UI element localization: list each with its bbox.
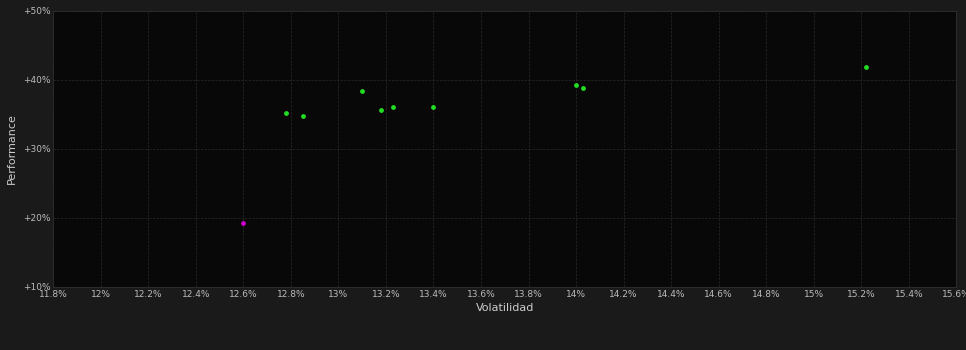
X-axis label: Volatilidad: Volatilidad [475, 303, 534, 313]
Point [385, 105, 401, 110]
Point [426, 105, 441, 110]
Point [236, 220, 251, 225]
Y-axis label: Performance: Performance [7, 113, 17, 184]
Point [568, 82, 583, 88]
Point [278, 110, 294, 116]
Point [576, 85, 591, 91]
Point [295, 113, 310, 119]
Point [859, 64, 874, 70]
Point [355, 88, 370, 93]
Point [374, 107, 389, 113]
